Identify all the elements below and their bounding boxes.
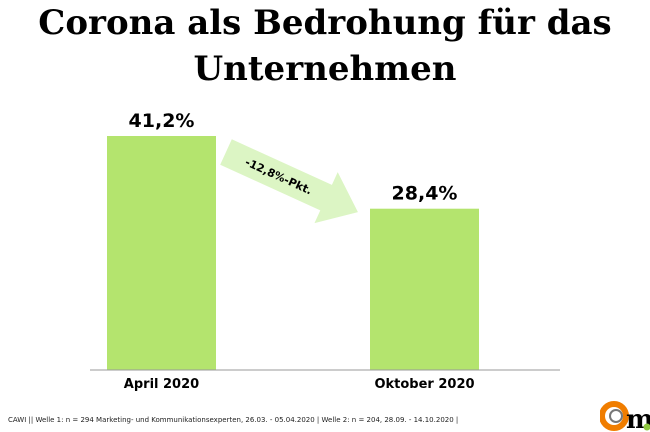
logo-inner-ring	[609, 409, 623, 423]
bar	[107, 136, 216, 370]
footnote: CAWI || Welle 1: n = 294 Marketing- und …	[8, 416, 459, 424]
chart-title: Corona als Bedrohung für das Unternehmen	[38, 3, 612, 89]
category-label: Oktober 2020	[374, 377, 474, 392]
decline-arrow: -12,8%-Pkt.	[220, 139, 358, 224]
logo-ring-icon	[600, 401, 629, 431]
arrow-shape	[220, 139, 358, 224]
category-label: April 2020	[124, 377, 199, 392]
bar	[370, 208, 479, 370]
bar-chart: -12,8%-Pkt. 41,2% April 2020 28,4% Oktober …	[90, 110, 560, 392]
data-label: 28,4%	[392, 183, 458, 205]
company-logo: m	[600, 401, 650, 432]
data-label: 41,2%	[129, 110, 195, 132]
